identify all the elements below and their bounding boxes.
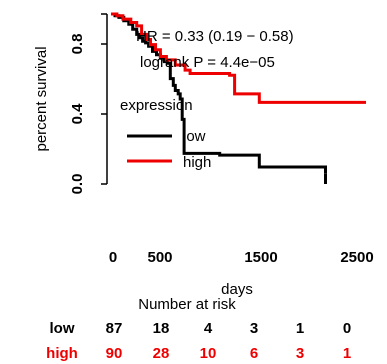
risk-cell-low-4: 1 xyxy=(296,320,304,337)
risk-cell-high-3: 6 xyxy=(250,345,258,362)
risk-cell-low-1: 18 xyxy=(153,320,170,337)
logrank-annotation: logrank P = 4.4e−05 xyxy=(140,54,275,71)
x-tick-label-1: 500 xyxy=(147,249,172,266)
x-tick-label-3: 2500 xyxy=(340,249,373,266)
risk-cell-high-0: 90 xyxy=(106,345,123,362)
y-axis-label: percent survival xyxy=(33,46,50,151)
legend-label-low: low xyxy=(183,128,206,145)
risk-cell-high-4: 3 xyxy=(296,345,304,362)
y-tick-label-2: 0.8 xyxy=(69,34,86,55)
legend-label-high: high xyxy=(183,154,211,171)
risk-row-label-high: high xyxy=(46,345,78,362)
risk-cell-high-5: 1 xyxy=(343,345,351,362)
legend-title: expression xyxy=(120,97,193,114)
risk-table-title: Number at risk xyxy=(138,296,236,313)
hazard-ratio-annotation: HR = 0.33 (0.19 − 0.58) xyxy=(136,28,294,45)
risk-cell-low-5: 0 xyxy=(343,320,351,337)
x-tick-label-2: 1500 xyxy=(244,249,277,266)
risk-cell-low-0: 87 xyxy=(106,320,123,337)
x-axis-label: days xyxy=(221,281,253,298)
legend: expression low high xyxy=(120,97,211,171)
risk-cell-low-3: 3 xyxy=(250,320,258,337)
x-tick-label-0: 0 xyxy=(109,249,117,266)
survival-curve-high xyxy=(111,12,366,104)
risk-cell-high-2: 10 xyxy=(200,345,217,362)
risk-cell-low-2: 4 xyxy=(204,320,213,337)
risk-row-label-low: low xyxy=(50,320,75,337)
y-tick-label-1: 0.4 xyxy=(69,103,86,125)
y-tick-label-0: 0.0 xyxy=(69,174,86,195)
risk-cell-high-1: 28 xyxy=(153,345,170,362)
survival-curves xyxy=(111,12,366,184)
